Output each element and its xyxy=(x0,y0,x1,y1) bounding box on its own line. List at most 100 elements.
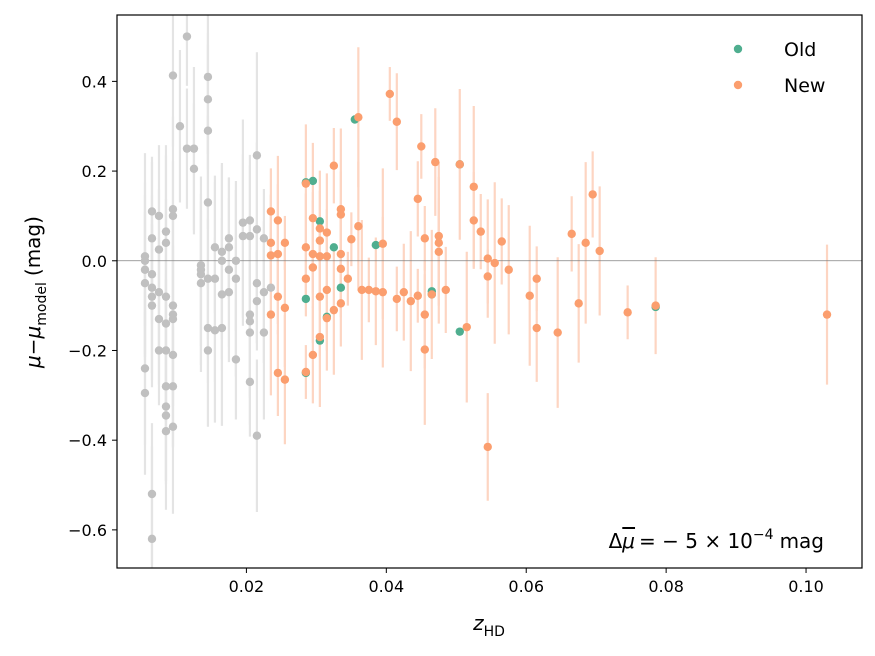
low-z-point xyxy=(147,270,157,279)
new-point xyxy=(399,287,409,297)
low-z-point xyxy=(203,274,213,283)
low-z-point xyxy=(168,382,178,391)
low-z-point xyxy=(252,296,262,306)
low-z-point xyxy=(175,122,185,131)
new-point xyxy=(308,263,318,272)
low-z-point xyxy=(140,265,150,274)
low-z-point xyxy=(203,346,213,355)
new-point xyxy=(266,207,276,216)
low-z-point xyxy=(231,274,241,283)
new-point xyxy=(434,238,443,248)
low-z-point xyxy=(154,245,164,254)
low-z-point xyxy=(245,310,255,319)
new-point xyxy=(315,332,325,342)
y-axis-title-subscript: model xyxy=(34,282,50,326)
low-z-point xyxy=(210,243,220,252)
new-point xyxy=(483,442,492,452)
low-z-point xyxy=(154,346,164,355)
low-z-point xyxy=(182,144,192,153)
new-point xyxy=(322,228,332,237)
new-point xyxy=(273,249,283,259)
y-tick-label: 0.0 xyxy=(82,252,107,271)
low-z-point xyxy=(252,279,262,288)
old-point xyxy=(329,243,339,252)
new-point xyxy=(567,229,576,239)
new-point xyxy=(413,291,422,300)
new-point xyxy=(315,224,325,233)
new-point xyxy=(280,238,290,248)
annotation-mu: μ xyxy=(621,529,635,553)
old-point xyxy=(315,217,325,226)
new-point xyxy=(504,265,513,274)
low-z-point xyxy=(147,301,157,310)
new-point xyxy=(574,299,583,308)
low-z-point xyxy=(217,247,227,257)
new-point xyxy=(364,285,374,295)
y-tick-label: 0.4 xyxy=(82,72,107,91)
new-point xyxy=(581,238,590,248)
new-point xyxy=(301,243,311,252)
low-z-point xyxy=(147,283,157,292)
new-point xyxy=(469,182,478,191)
low-z-point xyxy=(189,164,199,174)
legend-old-marker xyxy=(733,44,743,54)
new-point xyxy=(490,258,499,268)
x-axis: 0.02 0.04 0.06 0.08 0.10 xyxy=(229,568,824,596)
new-point xyxy=(623,308,632,317)
legend-new-marker xyxy=(733,80,743,90)
low-z-point xyxy=(168,350,178,360)
low-z-point xyxy=(161,411,171,420)
low-z-point xyxy=(217,290,227,299)
low-z-point xyxy=(154,287,164,297)
y-axis-title-minus: − xyxy=(21,338,45,355)
new-point xyxy=(322,252,332,261)
new-point xyxy=(308,249,318,259)
new-point xyxy=(420,310,429,319)
low-z-point xyxy=(217,256,227,265)
new-point xyxy=(280,303,290,313)
new-point xyxy=(308,213,318,223)
low-z-point xyxy=(196,270,206,279)
low-z-point xyxy=(140,388,150,398)
new-point xyxy=(329,161,339,170)
new-point xyxy=(266,310,276,319)
new-point xyxy=(822,310,832,319)
low-z-point xyxy=(245,377,255,387)
new-point xyxy=(273,292,283,301)
x-tick-label: 0.06 xyxy=(508,577,544,596)
new-point xyxy=(483,254,492,263)
old-point xyxy=(301,294,311,304)
annotation-exponent: −4 xyxy=(753,527,774,543)
low-z-point xyxy=(147,234,157,243)
low-z-point xyxy=(245,216,255,225)
new-point xyxy=(441,285,450,295)
low-z-point xyxy=(154,314,164,324)
low-z-point xyxy=(140,279,150,288)
low-z-point xyxy=(161,346,171,355)
low-z-point xyxy=(203,126,213,135)
old-point xyxy=(371,240,381,250)
low-z-point xyxy=(161,319,171,328)
new-point xyxy=(532,274,541,283)
low-z-point xyxy=(168,211,178,221)
new-point xyxy=(431,157,440,167)
legend-old-label: Old xyxy=(784,39,816,61)
low-z-point xyxy=(252,225,262,234)
low-z-point xyxy=(224,287,234,297)
low-z-point xyxy=(231,256,241,265)
new-point xyxy=(469,216,478,225)
x-tick-label: 0.08 xyxy=(648,577,684,596)
low-z-point xyxy=(140,256,150,265)
new-point xyxy=(354,113,363,122)
new-point xyxy=(273,216,283,225)
x-tick-label: 0.04 xyxy=(369,577,405,596)
low-z-point xyxy=(224,234,234,243)
low-z-point xyxy=(259,234,269,243)
old-point xyxy=(455,327,464,336)
y-tick-label: −0.6 xyxy=(68,521,107,540)
low-z-point xyxy=(245,231,255,241)
x-axis-title-subscript: HD xyxy=(484,624,505,640)
new-point xyxy=(273,368,283,378)
new-point xyxy=(343,274,353,283)
new-point xyxy=(357,285,367,295)
